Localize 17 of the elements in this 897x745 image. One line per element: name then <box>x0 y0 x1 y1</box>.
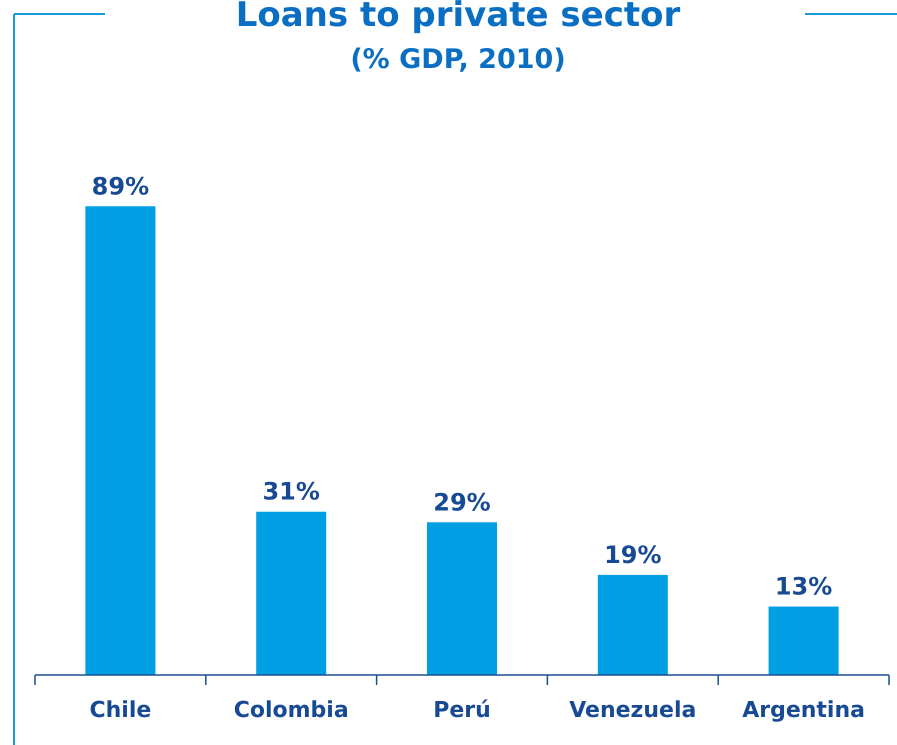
x-tick-label: Argentina <box>742 698 865 723</box>
bar <box>426 522 498 675</box>
x-tick-label: Venezuela <box>569 698 696 723</box>
x-tick-label: Perú <box>433 698 491 723</box>
bar <box>256 512 326 675</box>
x-tick-label: Chile <box>89 698 152 723</box>
data-label: 31% <box>262 478 320 506</box>
chart-title: Loans to private sector <box>236 0 680 35</box>
bar <box>85 206 156 675</box>
data-label: 89% <box>92 172 150 200</box>
chart-subtitle: (% GDP, 2010) <box>350 44 566 75</box>
bar <box>598 574 668 675</box>
x-tick-label: Colombia <box>234 698 349 723</box>
data-label: 29% <box>433 488 491 516</box>
data-label: 13% <box>774 572 832 601</box>
data-label: 19% <box>604 540 662 569</box>
bar <box>768 606 839 675</box>
